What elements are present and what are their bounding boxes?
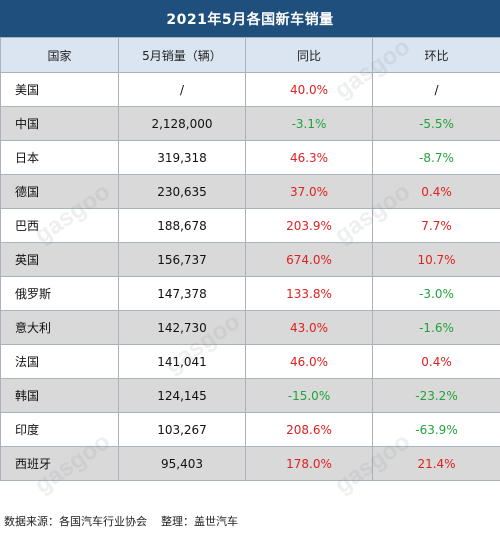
cell-sales: / — [118, 72, 246, 107]
table-body: 美国/40.0% / 中国 2,128,000 -3.1% -5.5% 日本 319,318 4… — [0, 72, 500, 481]
header-mom: 环比 — [372, 37, 500, 73]
cell-country: 俄罗斯 — [0, 276, 119, 311]
cell-mom: / — [372, 72, 500, 107]
cell-sales: 141,041 — [118, 344, 246, 379]
table-row: 韩国 124,145 -15.0% -23.2% — [0, 378, 500, 413]
cell-country: 意大利 — [0, 310, 119, 345]
footer: 数据来源：各国汽车行业协会 整理：盖世汽车 — [4, 507, 238, 535]
table-row: 巴西 188,678 203.9% 7.7% — [0, 208, 500, 243]
cell-sales: 188,678 — [118, 208, 246, 243]
cell-country: 韩国 — [0, 378, 119, 413]
cell-mom: -23.2% — [372, 378, 500, 413]
cell-country: 中国 — [0, 106, 119, 141]
table-row: 中国 2,128,000 -3.1% -5.5% — [0, 106, 500, 141]
cell-mom: 10.7% — [372, 242, 500, 277]
cell-yoy: -3.1% — [245, 106, 373, 141]
cell-yoy: 46.0% — [245, 344, 373, 379]
cell-yoy: 133.8% — [245, 276, 373, 311]
cell-country: 美国 — [0, 72, 119, 107]
cell-sales: 103,267 — [118, 412, 246, 447]
cell-country: 印度 — [0, 412, 119, 447]
cell-mom: 7.7% — [372, 208, 500, 243]
cell-sales: 2,128,000 — [118, 106, 246, 141]
cell-sales: 147,378 — [118, 276, 246, 311]
cell-mom: -63.9% — [372, 412, 500, 447]
table-row: 西班牙 95,403 178.0% 21.4% — [0, 446, 500, 481]
cell-yoy: 178.0% — [245, 446, 373, 481]
footer-editor: 整理：盖世汽车 — [161, 515, 238, 528]
cell-mom: 0.4% — [372, 174, 500, 209]
cell-country: 法国 — [0, 344, 119, 379]
table-row: 意大利 142,730 43.0% -1.6% — [0, 310, 500, 345]
cell-country: 西班牙 — [0, 446, 119, 481]
table-row: 德国 230,635 37.0% 0.4% — [0, 174, 500, 209]
table-row: 法国 141,041 46.0% 0.4% — [0, 344, 500, 379]
header-row: 国家 5月销量（辆） 同比 环比 — [0, 37, 500, 73]
cell-sales: 156,737 — [118, 242, 246, 277]
table-row: 美国/40.0% / — [0, 72, 500, 107]
cell-yoy: 674.0% — [245, 242, 373, 277]
cell-mom: -1.6% — [372, 310, 500, 345]
cell-sales: 319,318 — [118, 140, 246, 175]
cell-yoy: -15.0% — [245, 378, 373, 413]
cell-country: 巴西 — [0, 208, 119, 243]
cell-mom: -3.0% — [372, 276, 500, 311]
cell-mom: -5.5% — [372, 106, 500, 141]
cell-sales: 95,403 — [118, 446, 246, 481]
cell-country: 英国 — [0, 242, 119, 277]
table-row: 印度 103,267 208.6% -63.9% — [0, 412, 500, 447]
cell-country: 日本 — [0, 140, 119, 175]
header-yoy: 同比 — [245, 37, 373, 73]
cell-mom: 21.4% — [372, 446, 500, 481]
header-country: 国家 — [0, 37, 119, 73]
footer-source: 数据来源：各国汽车行业协会 — [4, 515, 147, 528]
cell-yoy: 37.0% — [245, 174, 373, 209]
cell-country: 德国 — [0, 174, 119, 209]
cell-sales: 142,730 — [118, 310, 246, 345]
cell-yoy: 43.0% — [245, 310, 373, 345]
table-row: 俄罗斯 147,378 133.8% -3.0% — [0, 276, 500, 311]
cell-mom: 0.4% — [372, 344, 500, 379]
table-row: 英国 156,737 674.0% 10.7% — [0, 242, 500, 277]
cell-mom: -8.7% — [372, 140, 500, 175]
cell-yoy: 40.0% — [245, 72, 373, 107]
cell-sales: 230,635 — [118, 174, 246, 209]
cell-yoy: 208.6% — [245, 412, 373, 447]
sales-table: 国家 5月销量（辆） 同比 环比 美国/40.0% / 中国 2,128,000 -3.… — [0, 37, 500, 481]
cell-sales: 124,145 — [118, 378, 246, 413]
cell-yoy: 46.3% — [245, 140, 373, 175]
table-row: 日本 319,318 46.3% -8.7% — [0, 140, 500, 175]
cell-yoy: 203.9% — [245, 208, 373, 243]
header-sales: 5月销量（辆） — [118, 37, 246, 73]
table-title: 2021年5月各国新车销量 — [0, 0, 500, 37]
